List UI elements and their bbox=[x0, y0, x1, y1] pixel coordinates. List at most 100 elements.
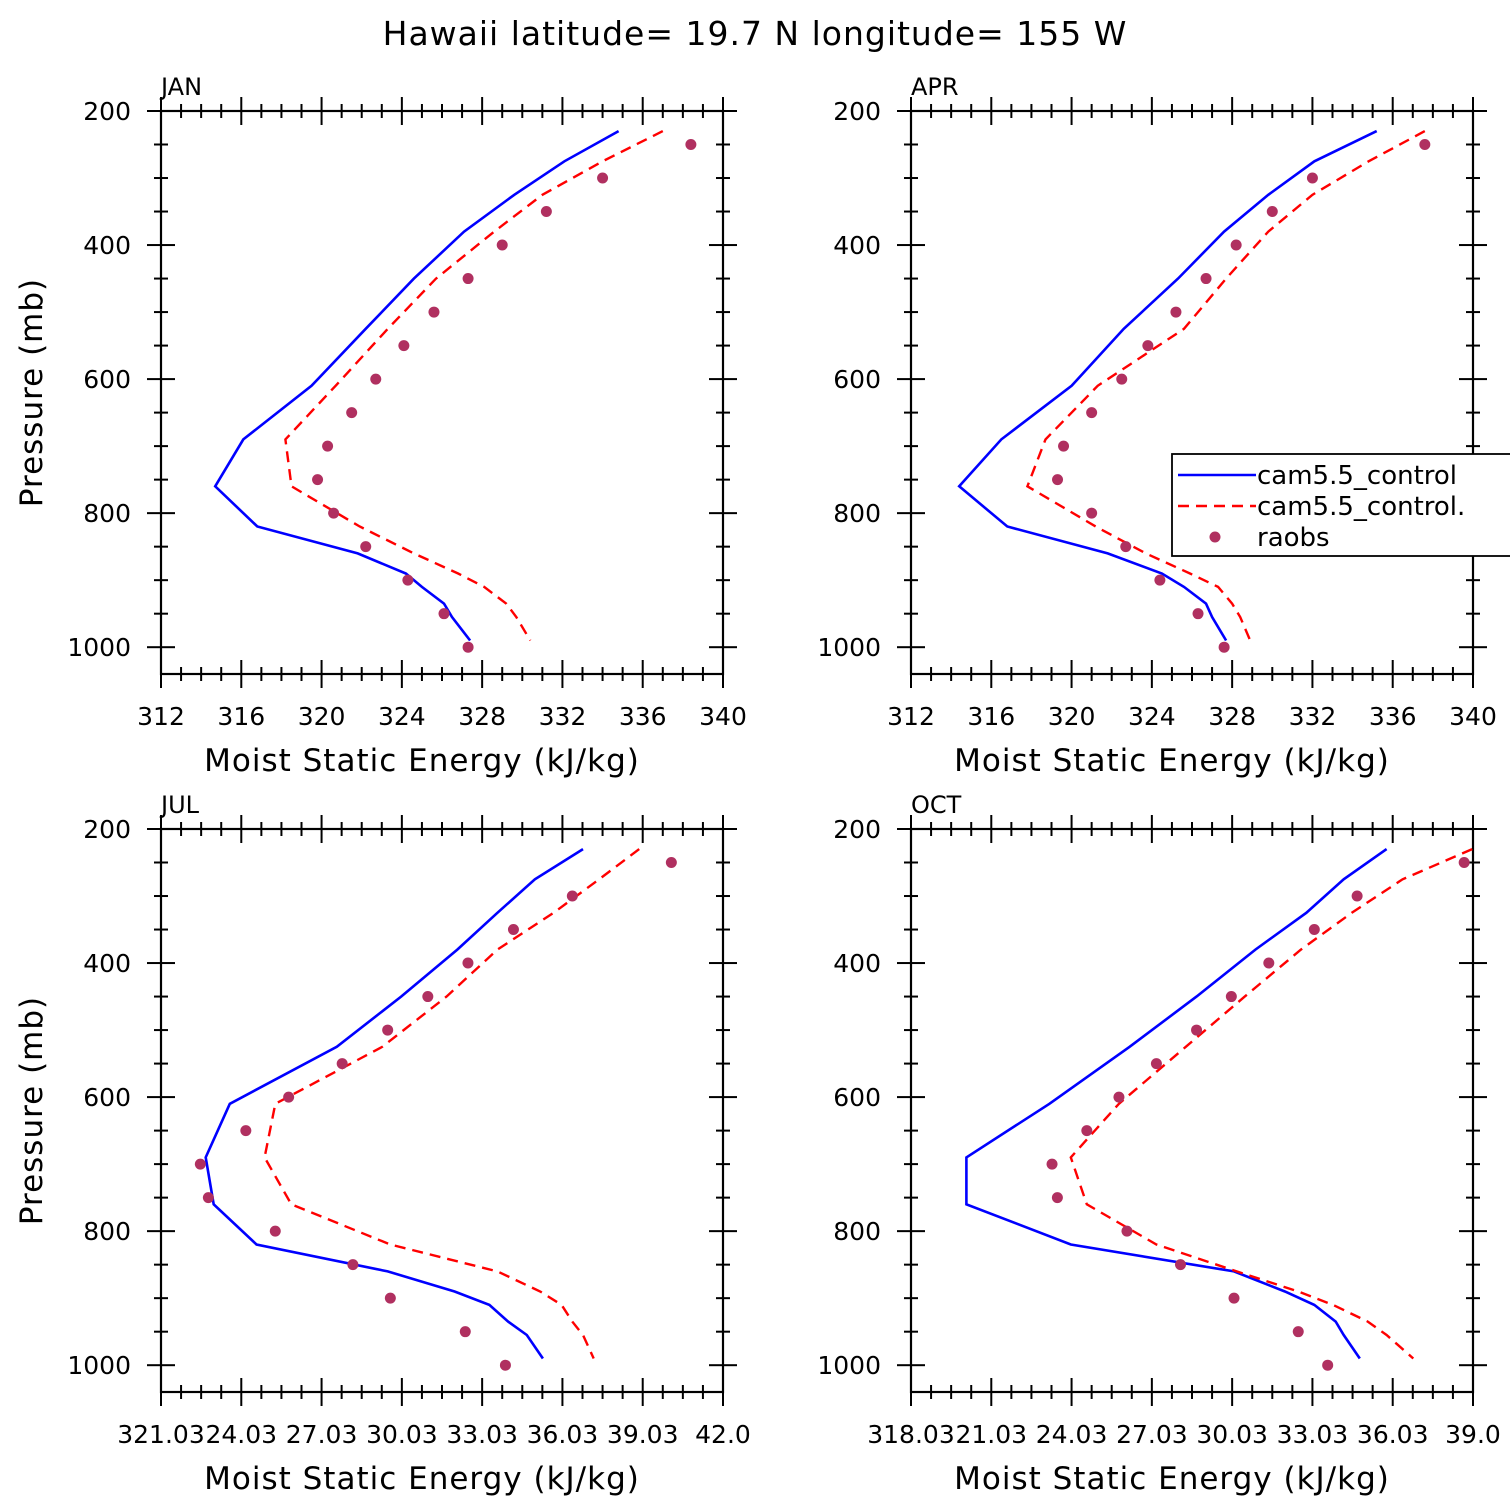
raobs-point bbox=[566, 890, 578, 902]
raobs-point bbox=[1058, 440, 1070, 452]
raobs-point bbox=[1086, 507, 1098, 519]
raobs-point bbox=[1308, 924, 1320, 936]
raobs-point bbox=[328, 507, 340, 519]
raobs-point bbox=[1113, 1091, 1125, 1103]
x-tick-label: 320 bbox=[298, 702, 346, 731]
raobs-point bbox=[507, 924, 519, 936]
y-tick-label: 400 bbox=[83, 231, 131, 260]
raobs-point bbox=[462, 641, 474, 653]
plot-area bbox=[957, 129, 1431, 653]
raobs-point bbox=[269, 1225, 281, 1237]
raobs-point bbox=[194, 1158, 206, 1170]
raobs-point bbox=[459, 1326, 471, 1338]
plot-area bbox=[213, 129, 697, 653]
y-tick-label: 600 bbox=[83, 365, 131, 394]
x-tick-label: 324 bbox=[378, 702, 426, 731]
raobs-point bbox=[1225, 991, 1237, 1003]
x-tick-label: 316 bbox=[967, 702, 1015, 731]
raobs-point bbox=[1263, 957, 1275, 969]
legend-label: raobs bbox=[1257, 523, 1330, 553]
raobs-point bbox=[540, 206, 552, 218]
raobs-point bbox=[1228, 1292, 1240, 1304]
raobs-point bbox=[312, 474, 324, 486]
panel-jul: JUL 321.03 24.03 27.03 30.03 33.03 36.03 39.03 4… bbox=[14, 791, 751, 1497]
x-tick-label: 336 bbox=[1369, 702, 1417, 731]
y-tick-label: 800 bbox=[833, 1217, 881, 1246]
raobs-point bbox=[1086, 407, 1098, 419]
raobs-point bbox=[240, 1125, 252, 1137]
raobs-point bbox=[685, 139, 697, 151]
x-tick-label: 312 bbox=[137, 702, 185, 731]
raobs-point bbox=[1192, 608, 1204, 620]
legend-swatch-raobs bbox=[1209, 531, 1221, 543]
plot-frame bbox=[159, 109, 725, 676]
raobs-point bbox=[1116, 373, 1128, 385]
raobs-point bbox=[283, 1091, 295, 1103]
raobs-point bbox=[597, 172, 609, 184]
raobs-point bbox=[1174, 1259, 1186, 1271]
y-tick-label: 400 bbox=[833, 231, 881, 260]
raobs-point bbox=[336, 1058, 348, 1070]
y-tick-label: 800 bbox=[833, 499, 881, 528]
raobs-point bbox=[438, 608, 450, 620]
raobs-point bbox=[1081, 1125, 1093, 1137]
y-tick-label: 1000 bbox=[67, 1351, 131, 1380]
x-tick-label: 36.03 bbox=[1357, 1420, 1429, 1449]
panel-label: JAN bbox=[159, 73, 202, 101]
series-line-control-dashed bbox=[284, 130, 664, 642]
x-tick-label: 316 bbox=[217, 702, 265, 731]
x-tick-label: 332 bbox=[1289, 702, 1337, 731]
raobs-point bbox=[370, 373, 382, 385]
raobs-point bbox=[1322, 1359, 1334, 1371]
series-line-control-dashed bbox=[1025, 130, 1426, 641]
series-line-control bbox=[965, 848, 1388, 1360]
y-tick-label: 200 bbox=[83, 815, 131, 844]
raobs-point bbox=[422, 991, 434, 1003]
x-tick-label: 24.03 bbox=[205, 1420, 277, 1449]
raobs-point bbox=[322, 440, 334, 452]
raobs-point bbox=[398, 340, 410, 352]
legend-box bbox=[1171, 453, 1510, 557]
raobs-point bbox=[665, 857, 677, 869]
raobs-point bbox=[1266, 206, 1278, 218]
x-tick-label: 324 bbox=[1128, 702, 1176, 731]
raobs-point bbox=[1306, 172, 1318, 184]
legend-label: cam5.5_control bbox=[1257, 461, 1457, 491]
panel-jan: JAN 312 316 320 324 328 332 336 340 200 400 600 800 1… bbox=[14, 73, 747, 779]
raobs-point bbox=[1154, 574, 1166, 586]
x-tick-label: 30.03 bbox=[366, 1420, 438, 1449]
raobs-point bbox=[1046, 1158, 1058, 1170]
raobs-point bbox=[428, 306, 440, 318]
y-tick-label: 800 bbox=[83, 499, 131, 528]
x-tick-label: 42.0 bbox=[695, 1420, 751, 1449]
x-tick-label: 21.03 bbox=[955, 1420, 1027, 1449]
y-axis-title: Pressure (mb) bbox=[14, 996, 50, 1225]
plot-area bbox=[194, 847, 677, 1371]
raobs-point bbox=[496, 239, 508, 251]
raobs-point bbox=[1150, 1058, 1162, 1070]
y-tick-label: 200 bbox=[833, 97, 881, 126]
y-axis-title: Pressure (mb) bbox=[14, 278, 50, 507]
x-tick-label: 36.03 bbox=[527, 1420, 599, 1449]
x-tick-label: 27.03 bbox=[286, 1420, 358, 1449]
y-tick-label: 800 bbox=[83, 1217, 131, 1246]
y-tick-label: 1000 bbox=[67, 633, 131, 662]
raobs-point bbox=[1142, 340, 1154, 352]
panel-apr: APR 312 316 320 324 328 332 336 340 200 400 600 800 1… bbox=[817, 73, 1510, 779]
y-tick-label: 200 bbox=[833, 815, 881, 844]
y-tick-label: 400 bbox=[833, 949, 881, 978]
series-line-control bbox=[213, 129, 620, 642]
y-tick-label: 400 bbox=[83, 949, 131, 978]
series-line-control bbox=[204, 847, 584, 1360]
plot-frame bbox=[909, 827, 1475, 1394]
y-tick-label: 1000 bbox=[817, 1351, 881, 1380]
x-tick-label: 30.03 bbox=[1196, 1420, 1268, 1449]
raobs-point bbox=[360, 541, 372, 553]
x-tick-label: 39.0 bbox=[1445, 1420, 1501, 1449]
plot-frame bbox=[909, 109, 1475, 676]
series-line-control-dashed bbox=[263, 848, 640, 1359]
raobs-point bbox=[1052, 474, 1064, 486]
y-tick-label: 600 bbox=[83, 1083, 131, 1112]
x-tick-label: 320 bbox=[1048, 702, 1096, 731]
